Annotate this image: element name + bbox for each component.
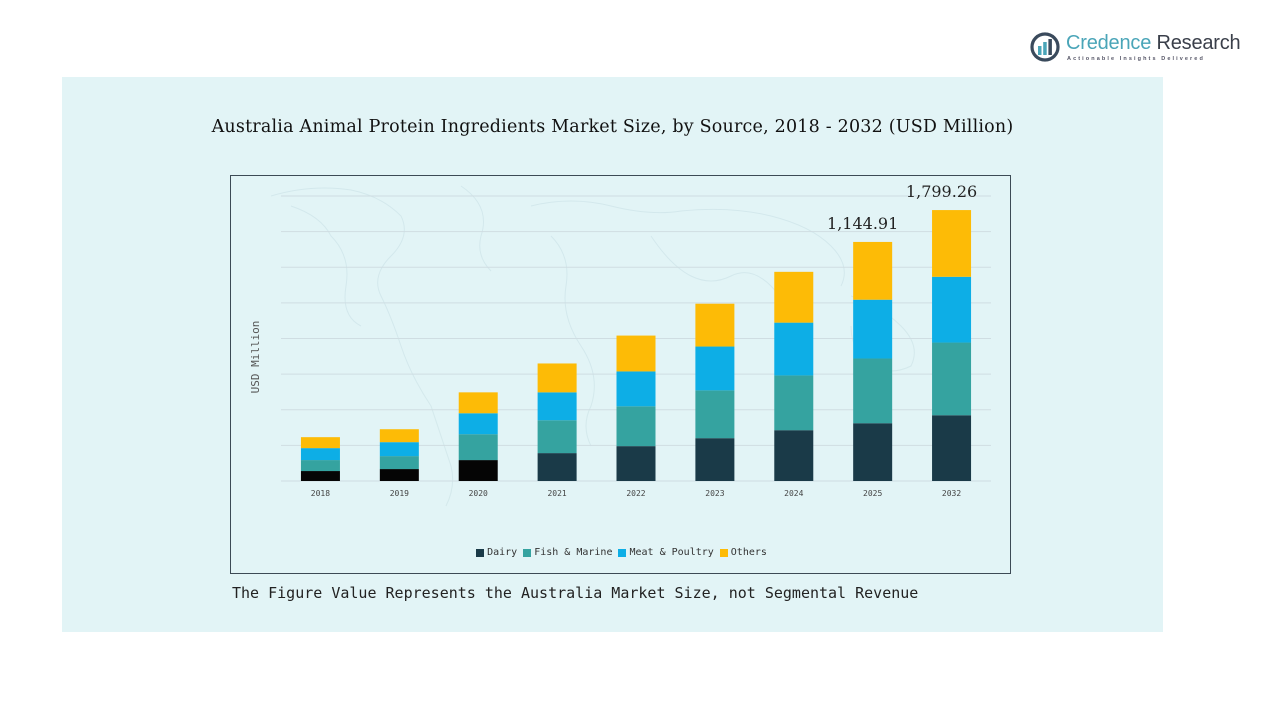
bar-others-2025: [853, 241, 893, 300]
brand-name: Credence Research: [1066, 32, 1241, 55]
bar-fish-marine-2022: [616, 406, 656, 447]
bar-others-2018: [300, 437, 340, 449]
bar-fish-marine-2019: [379, 456, 419, 470]
brand-name-part1: Credence: [1066, 32, 1152, 54]
bar-fish-marine-2021: [537, 420, 577, 454]
x-tick-labels: 2018 2019 2020 2021 2022 2023 2024 2025 2032: [311, 489, 962, 498]
bar-others-2032: [932, 210, 972, 277]
x-tick-label: 2021: [547, 489, 566, 498]
bar-others-2023: [695, 303, 735, 347]
legend-label: Meat & Poultry: [629, 547, 714, 558]
data-label-2032: 1,799.26: [906, 182, 977, 201]
bar-meat-poultry-2024: [774, 322, 814, 376]
x-tick-label: 2025: [863, 489, 882, 498]
bar-meat-poultry-2018: [300, 448, 340, 461]
bar-others-2019: [379, 429, 419, 443]
legend-swatch: [476, 548, 485, 557]
legend-item-others: Others: [719, 547, 767, 558]
x-tick-label: 2024: [784, 489, 803, 498]
bar-meat-poultry-2025: [853, 299, 893, 359]
bar-fish-marine-2025: [853, 358, 893, 424]
x-tick-label: 2020: [469, 489, 488, 498]
x-tick-label: 2023: [705, 489, 724, 498]
bars: [300, 210, 972, 481]
x-tick-label: 2018: [311, 489, 330, 498]
bar-dairy-2021: [537, 453, 577, 481]
brand-logo: Credence Research Actionable Insights De…: [1030, 30, 1241, 70]
chart-frame: 1,144.91 1,799.26 2018 2019 2020 2021 2022 202…: [230, 175, 1011, 574]
bar-meat-poultry-2020: [458, 413, 498, 435]
bar-meat-poultry-2032: [932, 276, 972, 343]
bar-dairy-2022: [616, 446, 656, 481]
bar-fish-marine-2018: [300, 460, 340, 472]
bar-meat-poultry-2023: [695, 346, 735, 391]
legend-item-dairy: Dairy: [476, 547, 517, 558]
brand-name-part2: Research: [1151, 32, 1241, 54]
bar-dairy-2020: [458, 460, 498, 481]
bar-dairy-2019: [379, 469, 419, 481]
chart-panel: Australia Animal Protein Ingredients Mar…: [62, 77, 1163, 632]
bar-dairy-2032: [932, 415, 972, 481]
bar-others-2024: [774, 271, 814, 323]
legend-swatch: [719, 548, 728, 557]
bar-dairy-2025: [853, 423, 893, 481]
bar-meat-poultry-2019: [379, 442, 419, 457]
world-map-watermark: [270, 185, 915, 507]
bar-dairy-2023: [695, 438, 735, 481]
y-axis-label: USD Million: [249, 321, 262, 394]
bar-others-2022: [616, 335, 656, 372]
chart-legend: Dairy Fish & Marine Meat & Poultry Others: [231, 547, 1012, 558]
legend-label: Others: [730, 547, 767, 558]
logo-bar-chart-icon: [1030, 32, 1060, 62]
bar-dairy-2024: [774, 430, 814, 481]
bar-fish-marine-2023: [695, 390, 735, 439]
legend-swatch: [523, 548, 532, 557]
chart-plot: 1,144.91 1,799.26 2018 2019 2020 2021 2022 202…: [249, 182, 991, 507]
bar-meat-poultry-2021: [537, 392, 577, 421]
bar-meat-poultry-2022: [616, 371, 656, 407]
data-label-2025: 1,144.91: [827, 214, 898, 233]
x-tick-label: 2019: [390, 489, 409, 498]
footnote: The Figure Value Represents the Australi…: [232, 584, 919, 602]
legend-label: Fish & Marine: [534, 547, 613, 558]
chart-title: Australia Animal Protein Ingredients Mar…: [211, 117, 1014, 137]
bar-fish-marine-2032: [932, 342, 972, 416]
legend-swatch: [618, 548, 627, 557]
bar-fish-marine-2024: [774, 375, 814, 431]
x-tick-label: 2032: [942, 489, 961, 498]
x-tick-label: 2022: [626, 489, 645, 498]
legend-label: Dairy: [487, 547, 518, 558]
brand-tagline: Actionable Insights Delivered: [1067, 56, 1205, 62]
bar-others-2020: [458, 392, 498, 414]
bar-dairy-2018: [300, 471, 340, 481]
legend-item-fish-marine: Fish & Marine: [523, 547, 612, 558]
legend-item-meat-poultry: Meat & Poultry: [618, 547, 714, 558]
bar-others-2021: [537, 363, 577, 393]
bar-fish-marine-2020: [458, 434, 498, 461]
data-labels: 1,144.91 1,799.26: [827, 182, 977, 233]
